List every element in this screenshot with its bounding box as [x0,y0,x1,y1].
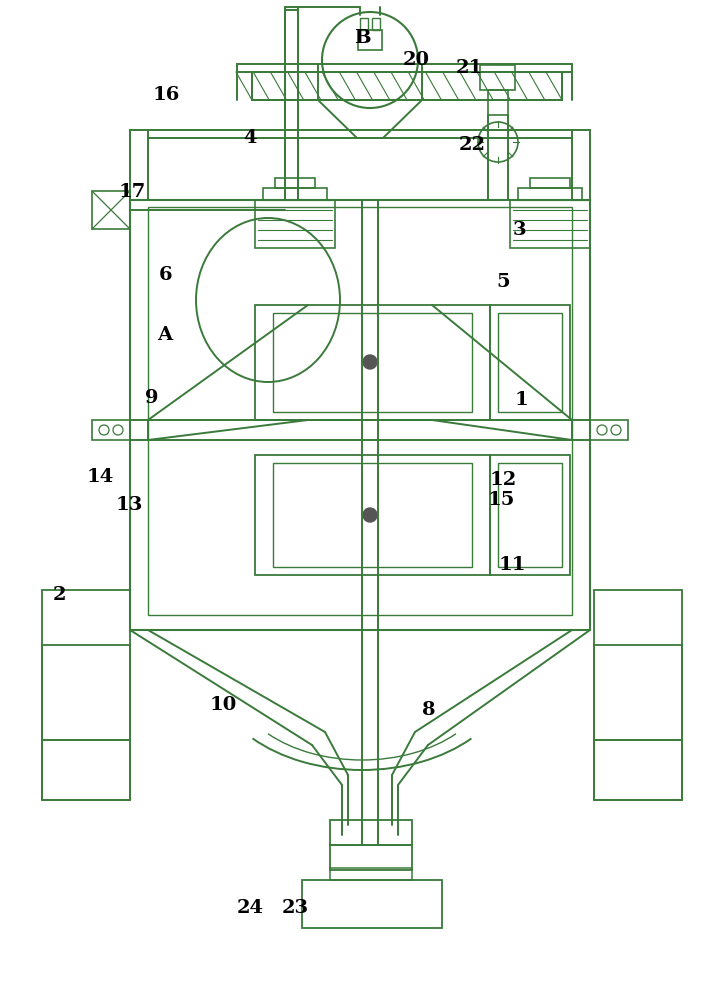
Text: 17: 17 [118,183,146,201]
Text: 4: 4 [243,129,256,147]
Bar [330,820,412,845]
Text: 11: 11 [499,556,526,574]
Bar [330,845,412,870]
Bar [480,65,515,90]
Bar [358,30,382,50]
Bar [252,72,562,100]
Bar [255,305,490,420]
Text: A: A [158,326,172,344]
Text: 16: 16 [153,86,180,104]
Bar [42,590,130,645]
Bar [594,590,682,645]
Text: 8: 8 [422,701,435,719]
Text: 5: 5 [497,273,510,291]
Text: 13: 13 [115,496,143,514]
Bar [273,313,472,412]
Bar [273,463,472,567]
Text: 14: 14 [86,468,114,486]
Text: 3: 3 [513,221,526,239]
Text: 24: 24 [236,899,264,917]
Text: B: B [354,29,370,47]
Bar [488,90,508,115]
Text: 21: 21 [455,59,483,77]
Bar [372,18,380,30]
Bar [255,200,335,248]
Circle shape [363,355,377,369]
Bar [490,455,570,575]
Text: 20: 20 [403,51,430,69]
Bar [255,455,490,575]
Bar [92,420,130,440]
Bar [530,178,570,188]
Bar [92,191,130,229]
Bar [302,880,442,928]
Bar [252,72,562,100]
Bar [330,868,412,880]
Text: 2: 2 [53,586,66,604]
Text: 23: 23 [282,899,309,917]
Bar [130,200,590,630]
Text: 1: 1 [515,391,528,409]
Bar [510,200,590,248]
Text: 12: 12 [489,471,517,489]
Bar [263,188,327,200]
Text: 15: 15 [487,491,515,509]
Bar [360,18,368,30]
Bar [490,305,570,420]
Bar [518,188,582,200]
Bar [275,178,315,188]
Text: 22: 22 [458,136,486,154]
Text: 9: 9 [146,389,159,407]
Text: 10: 10 [209,696,237,714]
Bar [498,313,562,412]
Bar [498,463,562,567]
Bar [590,420,628,440]
Text: 6: 6 [159,266,172,284]
Bar [148,207,572,615]
Circle shape [363,508,377,522]
